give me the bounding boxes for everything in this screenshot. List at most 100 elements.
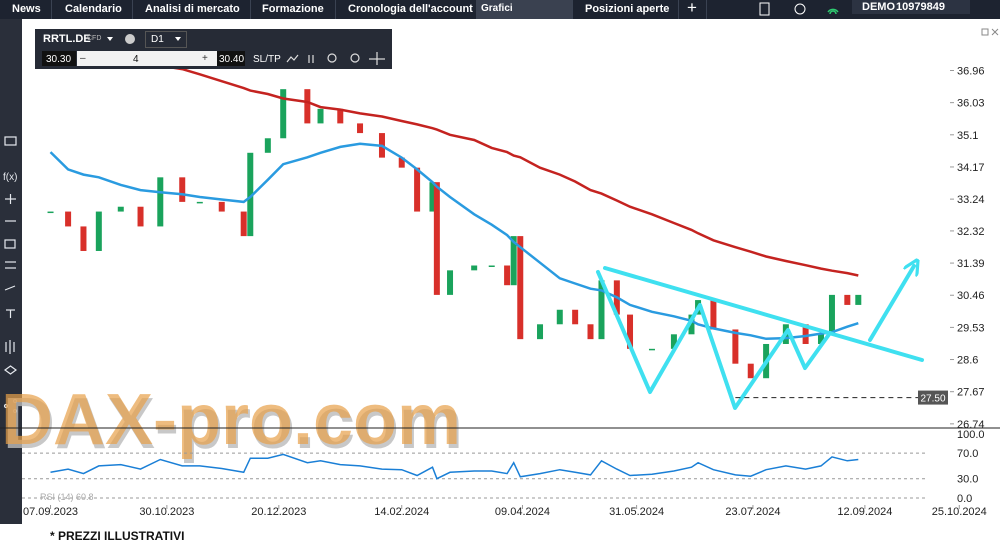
rsi-line — [50, 453, 859, 480]
tab[interactable]: Posizioni aperte — [585, 3, 670, 15]
icon[interactable] — [794, 3, 806, 15]
candle — [844, 294, 851, 305]
candle — [855, 294, 862, 305]
candle — [157, 177, 164, 227]
x-tick-label: 09.04.2024 — [495, 506, 550, 518]
bid[interactable]: 30.30 — [46, 54, 72, 65]
y-tick-label: 34.17 — [957, 162, 985, 174]
quantity[interactable]: 4 — [133, 54, 139, 65]
moving-average — [50, 38, 859, 277]
candle — [137, 206, 144, 227]
candle — [556, 309, 563, 325]
timeframe-box[interactable] — [145, 31, 187, 48]
candle — [817, 334, 824, 344]
candle — [710, 300, 717, 330]
quantity-box[interactable] — [77, 51, 217, 66]
tab[interactable]: Analisi di mercato — [145, 3, 240, 15]
instrument: CFD — [87, 35, 102, 42]
candle — [280, 89, 287, 139]
sidebar-fx[interactable]: f(x) — [3, 172, 17, 183]
footer-note: * PREZZI ILLUSTRATIVI — [50, 529, 185, 543]
rsi-tick-label: 100.0 — [957, 429, 985, 441]
candle — [80, 226, 87, 251]
arrow-drawing[interactable] — [868, 266, 914, 342]
x-tick-label: 14.02.2024 — [374, 506, 429, 518]
candle — [598, 280, 605, 340]
candle — [196, 201, 203, 204]
y-tick-label: 27.67 — [957, 387, 985, 399]
chart-tool-icons — [286, 52, 385, 65]
trade-toolbar: RRTL.DE CFD D1 30.30 – 4 + 30.40 SL/TP — [35, 29, 392, 69]
quantity-minus[interactable]: – — [80, 53, 86, 64]
candle — [218, 201, 225, 212]
candle — [688, 314, 695, 335]
trendline[interactable] — [603, 266, 924, 362]
active-tab-bg — [476, 0, 572, 19]
tab[interactable]: Formazione — [262, 3, 324, 15]
x-tick-label: 25.10.2024 — [932, 506, 987, 518]
bid-box[interactable] — [42, 51, 76, 66]
candle — [65, 211, 72, 227]
candle — [240, 211, 247, 237]
rsi-label: RSI (14) 60.8 — [40, 492, 94, 502]
drawings[interactable] — [596, 266, 924, 410]
timeframe[interactable]: D1 — [151, 34, 164, 45]
candle — [264, 138, 271, 153]
candle — [627, 314, 634, 349]
icon[interactable] — [759, 2, 770, 16]
candle — [510, 236, 517, 286]
y-tick-label: 35.1 — [957, 130, 978, 142]
tab[interactable]: Calendario — [65, 3, 122, 15]
candle — [47, 211, 54, 214]
watermark: DAX-pro.com — [1, 380, 461, 460]
candle — [471, 265, 478, 271]
candle — [304, 89, 311, 124]
wifi-icon — [827, 8, 839, 15]
y-tick-label: 32.32 — [957, 226, 985, 238]
ask-box[interactable] — [217, 51, 245, 66]
tab[interactable]: News — [12, 3, 41, 15]
candle — [414, 167, 421, 212]
candle — [802, 324, 809, 344]
moving-average — [49, 142, 859, 341]
ask[interactable]: 30.40 — [219, 54, 245, 65]
account-box — [852, 0, 970, 14]
x-tick-label: 07.09.2023 — [23, 506, 78, 518]
y-tick-label: 26.74 — [957, 419, 985, 431]
candle — [587, 324, 594, 340]
sltp[interactable]: SL/TP — [253, 54, 281, 65]
x-tick-label: 20.12.2023 — [251, 506, 306, 518]
y-tick-label: 36.96 — [957, 66, 985, 78]
symbol[interactable]: RRTL.DE — [43, 33, 91, 45]
account-id: 10979849 — [896, 1, 945, 13]
add-tab[interactable]: + — [687, 0, 697, 17]
window-controls — [981, 28, 999, 36]
candle — [828, 294, 835, 335]
nav-icons — [759, 2, 839, 16]
candle — [537, 324, 544, 340]
account-mode: DEMO — [862, 1, 895, 13]
candle — [648, 348, 655, 351]
candle — [95, 211, 102, 251]
toolbar-icons — [107, 34, 181, 44]
pattern-drawing[interactable] — [596, 270, 832, 410]
candle — [429, 182, 436, 212]
price-level-label: 27.50 — [920, 394, 945, 405]
candle — [732, 329, 739, 364]
tab[interactable]: Cronologia dell'account — [348, 3, 473, 15]
rsi-tick-label: 70.0 — [957, 448, 978, 460]
y-tick-label: 31.39 — [957, 258, 985, 270]
candle — [357, 123, 364, 134]
top-nav: News Calendario Analisi di mercato Forma… — [0, 0, 1000, 19]
candle — [572, 309, 579, 325]
candle — [317, 108, 324, 124]
candle — [504, 265, 511, 286]
candle — [247, 152, 254, 237]
quantity-plus[interactable]: + — [202, 53, 208, 64]
tab[interactable]: Grafici — [481, 3, 513, 14]
x-tick-label: 12.09.2024 — [837, 506, 892, 518]
price-level-box — [918, 390, 948, 405]
y-tick-label: 30.46 — [957, 290, 985, 302]
candle — [398, 157, 405, 168]
